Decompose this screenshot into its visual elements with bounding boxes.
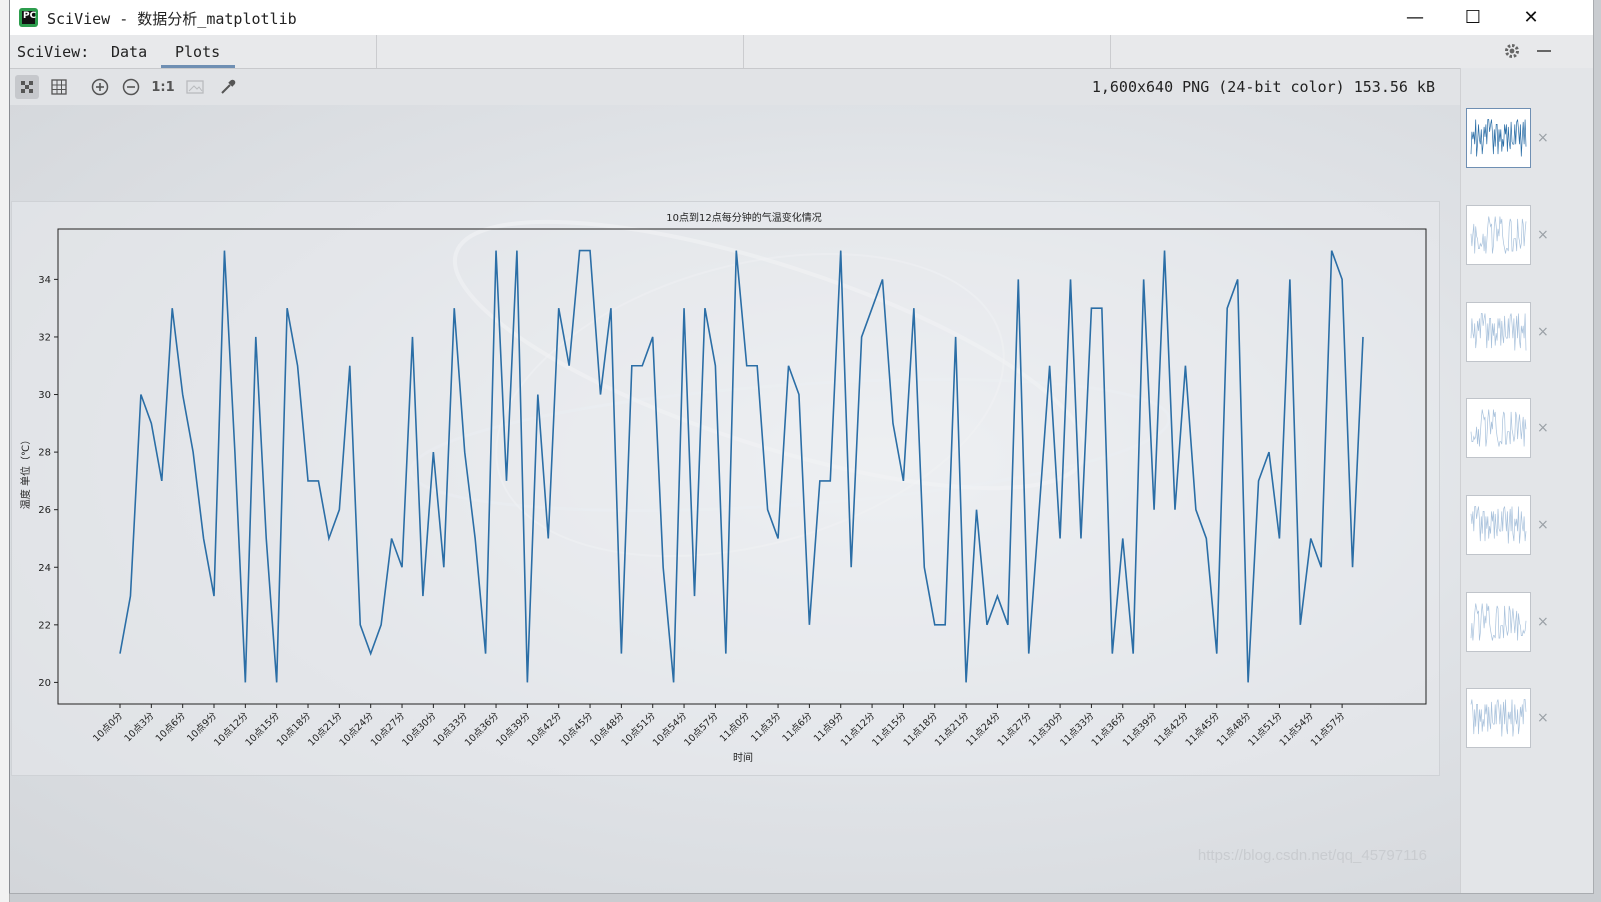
y-tick-label: 22 bbox=[38, 620, 51, 631]
image-viewer: 10点到12点每分钟的气温变化情况 20 22 24 26 28 30 32 34 10点0分… bbox=[10, 105, 1460, 893]
x-tick-label: 11点6分 bbox=[780, 710, 814, 744]
close-thumbnail-icon[interactable]: × bbox=[1537, 710, 1549, 726]
grid-icon[interactable] bbox=[47, 75, 71, 99]
fit-to-window-icon[interactable] bbox=[15, 75, 39, 99]
thumbnail-item[interactable] bbox=[1466, 108, 1531, 168]
active-tab-indicator bbox=[161, 65, 235, 68]
thumbnail-line bbox=[1470, 119, 1527, 157]
thumbnail-preview bbox=[1470, 313, 1527, 351]
y-tick-label: 24 bbox=[38, 563, 51, 574]
x-tick-label: 11点57分 bbox=[1309, 710, 1348, 749]
tab-separator bbox=[743, 35, 744, 68]
background-icon[interactable] bbox=[183, 75, 207, 99]
x-tick-label: 10点3分 bbox=[122, 710, 156, 744]
y-axis: 20 22 24 26 28 30 32 34 bbox=[38, 275, 58, 689]
thumbnail-line bbox=[1470, 506, 1527, 544]
maximize-icon: ☐ bbox=[1464, 7, 1482, 28]
maximize-button[interactable]: ☐ bbox=[1444, 0, 1502, 35]
y-axis-label: 温度 单位（℃） bbox=[19, 435, 32, 509]
y-tick-label: 34 bbox=[38, 275, 51, 286]
x-tick-label: 10点57分 bbox=[682, 710, 721, 749]
minimize-icon: — bbox=[1406, 7, 1424, 28]
plot-thumbnails-panel: × × × × × × × bbox=[1460, 68, 1593, 893]
thumbnail-preview bbox=[1470, 119, 1527, 157]
watermark-text: https://blog.csdn.net/qq_45797116 bbox=[1197, 847, 1427, 864]
temperature-series-line bbox=[119, 249, 1364, 683]
thumbnail-preview bbox=[1470, 216, 1527, 254]
close-button[interactable]: ✕ bbox=[1502, 0, 1560, 35]
close-thumbnail-icon[interactable]: × bbox=[1537, 614, 1549, 630]
x-tick-label: 10点6分 bbox=[154, 710, 188, 744]
thumbnail-item[interactable] bbox=[1466, 592, 1531, 652]
close-thumbnail-icon[interactable]: × bbox=[1537, 517, 1549, 533]
x-axis: 10点0分10点3分10点6分10点9分10点12分10点15分10点18分10… bbox=[91, 704, 1348, 749]
y-tick-label: 32 bbox=[38, 332, 51, 343]
y-tick-label: 20 bbox=[38, 678, 51, 689]
thumbnail-line bbox=[1470, 699, 1527, 737]
minimize-panel-icon[interactable] bbox=[1532, 39, 1556, 63]
thumbnail-item[interactable] bbox=[1466, 302, 1531, 362]
tab-plots[interactable]: Plots bbox=[175, 43, 221, 61]
sciview-window: PC SciView - 数据分析_matplotlib — ☐ ✕ SciVi… bbox=[9, 0, 1594, 894]
thumbnail-item[interactable] bbox=[1466, 205, 1531, 265]
close-thumbnail-icon[interactable]: × bbox=[1537, 130, 1549, 146]
thumbnail-line bbox=[1470, 216, 1527, 254]
x-tick-label: 11点0分 bbox=[718, 710, 752, 744]
tab-data[interactable]: Data bbox=[111, 43, 148, 61]
plot-image: 10点到12点每分钟的气温变化情况 20 22 24 26 28 30 32 34 10点0分… bbox=[11, 201, 1440, 776]
zoom-in-icon[interactable] bbox=[88, 75, 112, 99]
sciview-label: SciView: bbox=[17, 43, 90, 61]
x-tick-label: 10点0分 bbox=[91, 710, 125, 744]
thumbnail-item[interactable] bbox=[1466, 495, 1531, 555]
thumbnail-line bbox=[1470, 313, 1527, 351]
close-thumbnail-icon[interactable]: × bbox=[1537, 324, 1549, 340]
thumbnail-item[interactable] bbox=[1466, 688, 1531, 748]
y-tick-label: 28 bbox=[38, 448, 51, 459]
chart-title: 10点到12点每分钟的气温变化情况 bbox=[666, 211, 821, 224]
close-thumbnail-icon[interactable]: × bbox=[1537, 227, 1549, 243]
actual-size-icon[interactable]: 1:1 bbox=[151, 79, 175, 95]
gear-icon[interactable] bbox=[1500, 39, 1524, 63]
temperature-line-chart: 10点到12点每分钟的气温变化情况 20 22 24 26 28 30 32 34 10点0分… bbox=[19, 211, 1427, 764]
thumbnail-preview bbox=[1470, 603, 1527, 641]
thumbnail-preview bbox=[1470, 699, 1527, 737]
thumbnail-preview bbox=[1470, 409, 1527, 447]
tab-separator bbox=[376, 35, 377, 68]
close-icon: ✕ bbox=[1523, 7, 1539, 28]
thumbnail-preview bbox=[1470, 506, 1527, 544]
image-info: 1,600x640 PNG (24-bit color) 153.56 kB bbox=[1091, 78, 1435, 96]
window-title: SciView - 数据分析_matplotlib bbox=[47, 10, 297, 28]
plot-frame bbox=[57, 228, 1427, 705]
x-tick-label: 11点3分 bbox=[749, 710, 783, 744]
thumbnail-line bbox=[1470, 409, 1527, 447]
minimize-button[interactable]: — bbox=[1386, 0, 1444, 35]
pycharm-app-icon: PC bbox=[19, 8, 38, 27]
title-bar: PC SciView - 数据分析_matplotlib — ☐ ✕ bbox=[10, 0, 1593, 36]
y-tick-label: 26 bbox=[38, 505, 51, 516]
tab-separator bbox=[1110, 35, 1111, 68]
sciview-tab-bar: SciView: Data Plots bbox=[10, 35, 1593, 69]
zoom-out-icon[interactable] bbox=[119, 75, 143, 99]
color-picker-icon[interactable] bbox=[216, 75, 240, 99]
y-tick-label: 30 bbox=[38, 390, 51, 401]
image-toolbar: 1:1 bbox=[10, 69, 1460, 105]
x-axis-label: 时间 bbox=[733, 751, 753, 764]
thumbnail-line bbox=[1470, 603, 1527, 641]
close-thumbnail-icon[interactable]: × bbox=[1537, 420, 1549, 436]
thumbnail-item[interactable] bbox=[1466, 398, 1531, 458]
